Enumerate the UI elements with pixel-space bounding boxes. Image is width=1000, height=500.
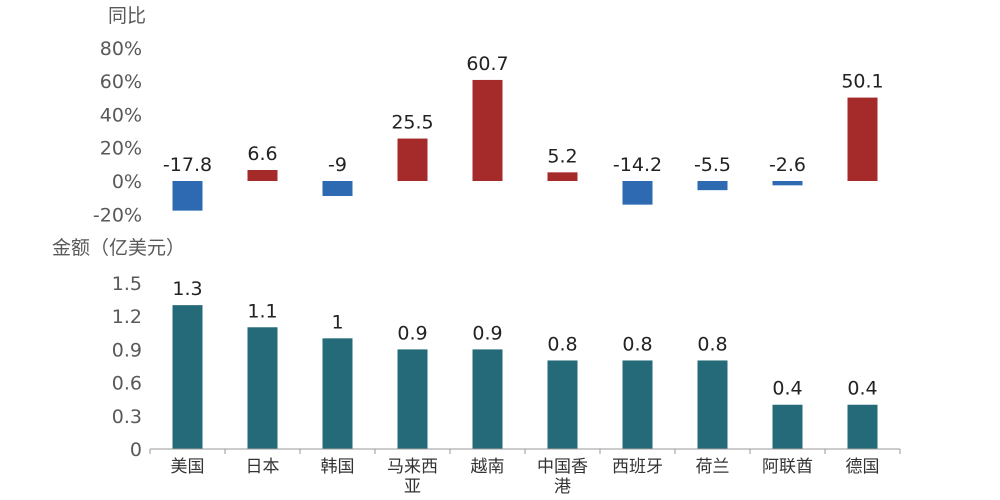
category-labels: 美国 日本 韩国 马来西亚 越南 中国香港 西班牙 荷兰 阿联酋 德国	[171, 457, 880, 497]
bottom-data-label: 0.8	[547, 333, 577, 355]
top-data-label: 6.6	[247, 143, 277, 165]
bottom-y-tick-label: 0	[130, 439, 142, 461]
top-data-label: 25.5	[391, 112, 433, 134]
category-label: 美国	[171, 457, 205, 477]
bottom-bar	[397, 349, 428, 449]
top-bar	[847, 97, 878, 181]
top-bar	[472, 79, 503, 181]
bottom-y-tick-label: 0.9	[112, 339, 142, 361]
top-chart-ylabel: 同比	[108, 5, 146, 27]
category-label: 马来西亚	[387, 457, 438, 497]
category-label: 荷兰	[696, 457, 730, 477]
category-label: 韩国	[321, 457, 355, 477]
bottom-bars	[172, 305, 878, 449]
top-bar	[172, 181, 203, 211]
category-label: 西班牙	[612, 457, 663, 477]
top-data-label: -5.5	[694, 154, 731, 176]
bottom-data-label: 0.8	[697, 333, 727, 355]
bottom-data-label: 0.9	[472, 322, 502, 344]
top-data-labels: -17.8 6.6 -9 25.5 60.7 5.2 -14.2 -5.5 -2.6 50.1	[163, 53, 884, 176]
bottom-data-label: 0.9	[397, 322, 427, 344]
top-bar	[622, 181, 653, 205]
top-bar	[772, 181, 803, 186]
top-data-label: 60.7	[466, 53, 508, 75]
bottom-data-label: 1.3	[172, 278, 202, 300]
top-y-tick-label: 60%	[100, 71, 142, 93]
top-bar	[322, 181, 353, 196]
top-bar	[547, 172, 578, 181]
bottom-y-tick-label: 1.2	[112, 306, 142, 328]
category-label: 中国香港	[537, 457, 588, 497]
top-y-tick-label: 20%	[100, 138, 142, 160]
category-label: 越南	[471, 457, 505, 477]
bottom-data-label: 1	[331, 311, 343, 333]
bottom-data-label: 0.4	[847, 378, 877, 400]
bottom-bar	[172, 305, 203, 449]
category-label: 日本	[246, 457, 280, 477]
top-y-tick-label: 40%	[100, 104, 142, 126]
bottom-x-axis	[149, 448, 901, 454]
top-y-ticks: -20% 0% 20% 40% 60% 80%	[93, 38, 142, 227]
bottom-bar	[622, 360, 653, 449]
top-data-label: -14.2	[613, 154, 662, 176]
bottom-bar	[247, 327, 278, 449]
top-data-label: -2.6	[769, 154, 806, 176]
bottom-data-label: 0.4	[772, 378, 802, 400]
top-data-label: 5.2	[547, 145, 577, 167]
top-data-label: -17.8	[163, 154, 212, 176]
top-y-tick-label: 0%	[112, 171, 142, 193]
bottom-data-labels: 1.3 1.1 1 0.9 0.9 0.8 0.8 0.8 0.4 0.4	[172, 278, 877, 400]
top-bar	[697, 181, 728, 191]
category-label: 德国	[846, 457, 880, 477]
bottom-bar	[772, 404, 803, 449]
bottom-y-tick-label: 0.6	[112, 373, 142, 395]
bottom-bar	[547, 360, 578, 449]
top-data-label: -9	[328, 154, 347, 176]
top-bar	[397, 138, 428, 181]
bottom-bar	[697, 360, 728, 449]
bottom-data-label: 1.1	[247, 300, 277, 322]
bottom-y-tick-label: 0.3	[112, 406, 142, 428]
bottom-bar	[847, 404, 878, 449]
category-label: 阿联酋	[762, 457, 813, 477]
top-data-label: 50.1	[841, 71, 883, 93]
top-bar	[247, 170, 278, 181]
bottom-y-ticks: 0 0.3 0.6 0.9 1.2 1.5	[112, 273, 142, 461]
bottom-chart-ylabel: 金额（亿美元）	[52, 237, 185, 259]
bottom-bar	[322, 338, 353, 449]
bottom-data-label: 0.8	[622, 333, 652, 355]
bottom-y-tick-label: 1.5	[112, 273, 142, 295]
bottom-bar	[472, 349, 503, 449]
top-y-tick-label: 80%	[100, 38, 142, 60]
top-bars	[172, 79, 878, 211]
top-y-tick-label: -20%	[93, 204, 142, 226]
